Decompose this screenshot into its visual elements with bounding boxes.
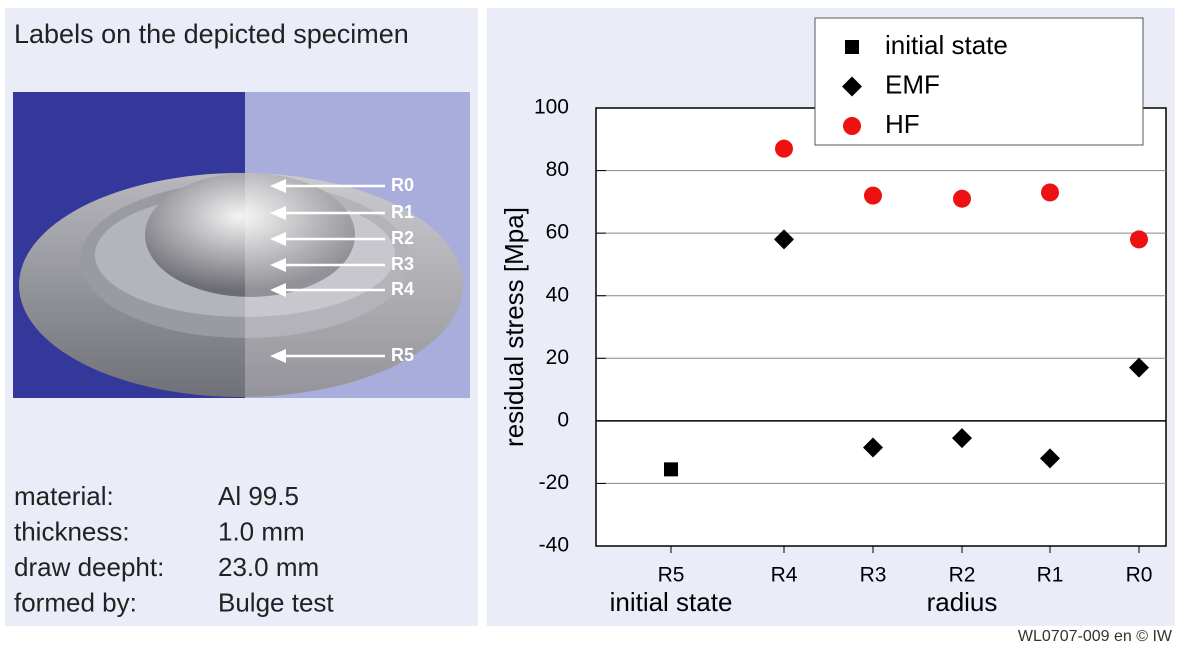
marker-circle: [1130, 230, 1148, 249]
photo-label: R2: [391, 228, 414, 248]
marker-diamond: [842, 76, 862, 97]
photo-label: R5: [391, 345, 414, 365]
panel-title: Labels on the depicted specimen: [14, 19, 409, 49]
photo-label: R4: [391, 279, 414, 299]
footer: WL0707-009 en © IW: [1018, 628, 1173, 645]
legend-label: HF: [885, 109, 920, 139]
arrow-head: [270, 206, 286, 220]
marker-circle: [1041, 183, 1059, 202]
spec-label: material:: [14, 481, 114, 511]
marker-diamond: [774, 229, 794, 250]
spec-label: formed by:: [14, 587, 137, 617]
y-tick-label: 100: [534, 96, 569, 119]
marker-diamond: [863, 437, 883, 458]
x-tick-label: R4: [771, 564, 798, 587]
spec-value: Bulge test: [218, 587, 334, 617]
arrow-head: [270, 179, 286, 193]
marker-circle: [864, 186, 882, 205]
photo-label: R1: [391, 202, 414, 222]
legend: [814, 17, 1144, 146]
photo-label: R0: [391, 175, 414, 195]
y-tick-label: 80: [546, 158, 569, 181]
y-tick-label: 40: [546, 283, 569, 306]
spec-value: 23.0 mm: [218, 552, 319, 582]
y-axis-label: residual stress [Mpa]: [499, 207, 529, 447]
y-tick-label: 0: [557, 408, 569, 431]
spec-value: 1.0 mm: [218, 516, 305, 546]
x-tick-label: R0: [1126, 564, 1153, 587]
arrow-head: [270, 283, 286, 297]
marker-square: [845, 40, 859, 54]
x-tick-label: R2: [949, 564, 976, 587]
spec-value: Al 99.5: [218, 481, 299, 511]
spec-label: draw deepht:: [14, 552, 164, 582]
marker-diamond: [1040, 448, 1060, 469]
legend-entries: initial state EMF HF: [842, 30, 1008, 139]
y-tick-label: -20: [539, 471, 569, 494]
marker-circle: [775, 139, 793, 158]
photo-arrows: R0 R1 R2 R3 R4 R5: [270, 175, 414, 365]
x-tick-label: R5: [658, 564, 685, 587]
legend-label: initial state: [885, 30, 1008, 60]
x-axis-label: radius: [927, 587, 998, 617]
photo-label: R3: [391, 254, 414, 274]
arrow-head: [270, 349, 286, 363]
x-tick-label: R3: [860, 564, 887, 587]
arrow-head: [270, 258, 286, 272]
y-tick-label: 60: [546, 221, 569, 244]
x-tick-label: R1: [1037, 564, 1064, 587]
y-tick-label: -40: [539, 534, 569, 557]
arrow-head: [270, 232, 286, 246]
photo: [13, 92, 470, 398]
marker-circle: [843, 117, 861, 135]
y-tick-label: 20: [546, 346, 569, 369]
legend-label: EMF: [885, 69, 940, 99]
marker-circle: [953, 189, 971, 208]
x-axis-label: initial state: [610, 587, 733, 617]
marker-diamond: [952, 428, 972, 449]
plot-area: [595, 107, 1167, 547]
marker-diamond: [1129, 357, 1149, 378]
marker-square: [664, 462, 678, 477]
spec-label: thickness:: [14, 516, 130, 546]
specs: material: Al 99.5 thickness: 1.0 mm draw dee…: [14, 481, 334, 618]
plot: -40 -20 0 20 40 60 80 100 R5 R4 R3 R2 R1 R0: [534, 96, 1166, 587]
